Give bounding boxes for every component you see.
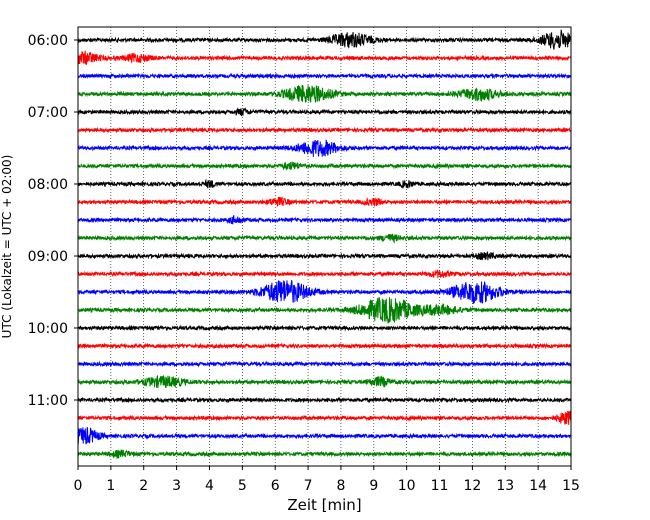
seismogram-trace	[77, 178, 572, 190]
seismogram-trace	[77, 324, 572, 332]
seismogram-trace	[77, 280, 572, 305]
x-tick-label: 11	[431, 478, 449, 494]
seismogram-trace	[77, 161, 572, 171]
seismogram-trace	[77, 233, 572, 244]
x-tick-label: 7	[304, 478, 313, 494]
x-tick-label: 15	[562, 478, 580, 494]
seismogram-trace	[77, 342, 572, 350]
seismogram-trace	[77, 50, 572, 66]
x-tick-label: 0	[74, 478, 83, 494]
x-tick-label: 3	[172, 478, 181, 494]
x-tick-label: 1	[106, 478, 115, 494]
y-tick-label: 06:00	[28, 33, 68, 49]
x-tick-label: 13	[496, 478, 514, 494]
plot-frame	[77, 26, 572, 467]
seismogram-trace	[77, 410, 572, 426]
y-tick-label: 10:00	[28, 321, 68, 337]
y-tick-label: 09:00	[28, 249, 68, 265]
x-axis-label: Zeit [min]	[287, 496, 361, 514]
seismogram-trace	[77, 29, 572, 50]
seismogram-trace	[77, 107, 572, 117]
seismogram-trace	[77, 449, 572, 460]
y-tick-label: 11:00	[28, 393, 68, 409]
seismogram-trace	[77, 139, 572, 157]
x-tick-label: 2	[139, 478, 148, 494]
x-tick-label: 14	[529, 478, 547, 494]
x-tick-label: 9	[369, 478, 378, 494]
seismogram-trace	[77, 297, 572, 324]
seismogram-trace	[77, 196, 572, 207]
seismogram-trace	[77, 251, 572, 261]
x-tick-label: 4	[205, 478, 214, 494]
seismogram-trace	[77, 396, 572, 404]
seismogram-trace	[77, 374, 572, 389]
y-axis-ticks: 06:00 07:00 08:00 09:00 10:00 11:00	[28, 33, 78, 409]
seismogram-trace	[77, 427, 572, 445]
x-axis-ticks: 0 1 2 3 4 5 6 7 8 9 10 11 12 13 14 15	[74, 466, 580, 494]
seismogram-trace	[77, 269, 572, 279]
x-tick-label: 6	[271, 478, 280, 494]
seismogram-trace	[77, 215, 572, 225]
seismogram-trace	[77, 72, 572, 80]
seismogram-trace	[77, 360, 572, 368]
x-tick-label: 10	[398, 478, 416, 494]
y-axis-label: UTC (Lokalzeit = UTC + 02:00)	[0, 155, 14, 339]
y-tick-label: 08:00	[28, 177, 68, 193]
seismogram-trace	[77, 84, 572, 103]
x-tick-label: 5	[238, 478, 247, 494]
x-tick-label: 12	[463, 478, 481, 494]
seismogram-traces	[77, 29, 572, 460]
y-tick-label: 07:00	[28, 105, 68, 121]
x-tick-label: 8	[336, 478, 345, 494]
seismogram-trace	[77, 126, 572, 134]
